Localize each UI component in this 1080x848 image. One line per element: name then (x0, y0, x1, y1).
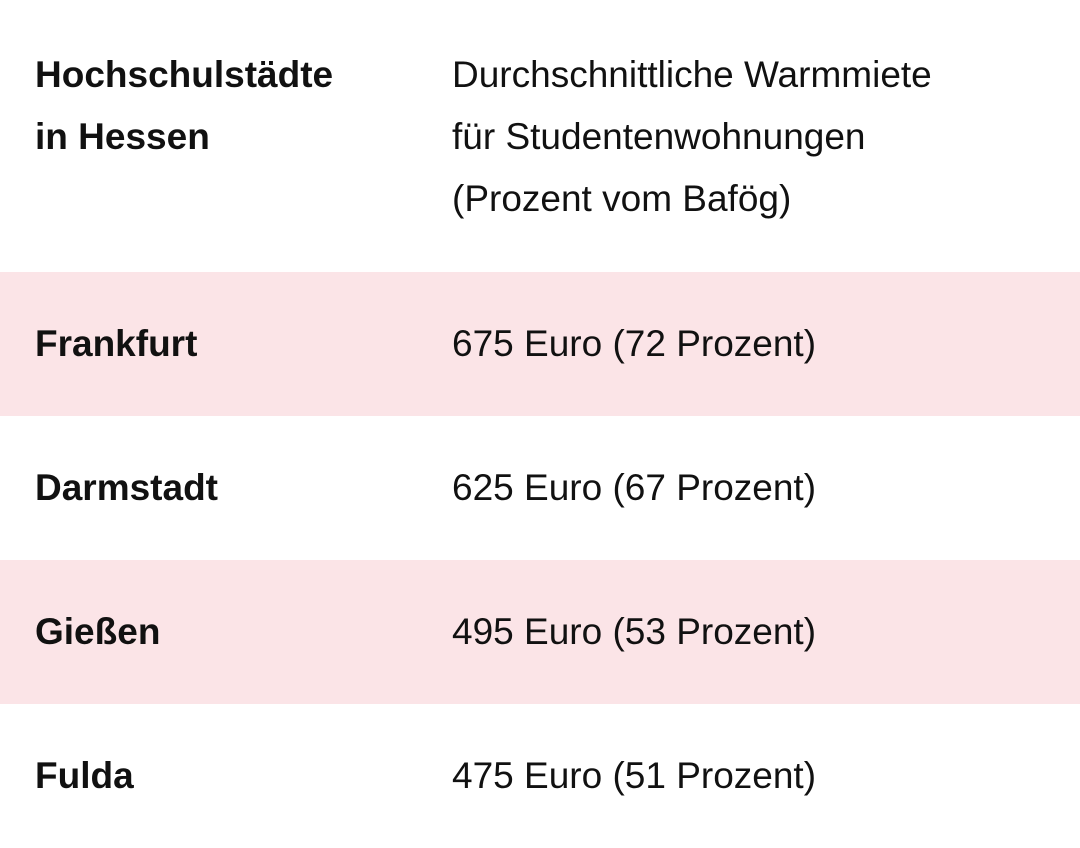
rent-value: 675 Euro (72 Prozent) (452, 323, 817, 364)
city-name: Gießen (35, 611, 161, 652)
city-name: Frankfurt (35, 323, 198, 364)
table-row: Darmstadt 625 Euro (67 Prozent) (0, 416, 1080, 560)
rent-value: 475 Euro (51 Prozent) (452, 755, 817, 796)
table-header-row: Hochschulstädte in Hessen Durchschnittli… (0, 0, 1080, 272)
header-rent: Durchschnittliche Warmmiete für Studente… (452, 54, 932, 219)
rent-value: 495 Euro (53 Prozent) (452, 611, 817, 652)
city-name: Fulda (35, 755, 134, 796)
rent-value: 625 Euro (67 Prozent) (452, 467, 817, 508)
table-row: Gießen 495 Euro (53 Prozent) (0, 560, 1080, 704)
header-city: Hochschulstädte in Hessen (35, 54, 334, 157)
table-row: Fulda 475 Euro (51 Prozent) (0, 704, 1080, 848)
table-row: Frankfurt 675 Euro (72 Prozent) (0, 272, 1080, 416)
city-name: Darmstadt (35, 467, 218, 508)
